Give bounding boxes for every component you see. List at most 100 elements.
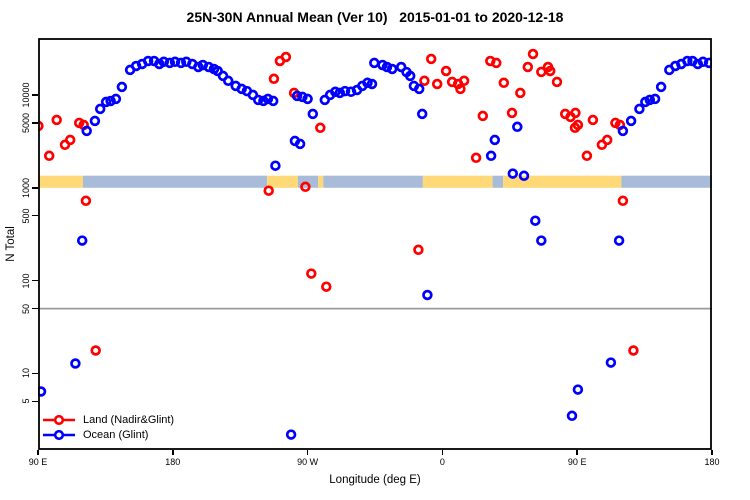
data-point-land [617, 195, 629, 207]
data-point-land [477, 110, 489, 122]
data-point-ocean [110, 93, 122, 105]
legend: Land (Nadir&Glint) Ocean (Glint) [42, 412, 174, 442]
data-point-ocean [142, 55, 154, 67]
x-tick-mark [711, 450, 713, 455]
data-point-ocean [536, 235, 547, 246]
x-axis-title: Longitude (deg E) [329, 474, 421, 486]
y-tick-mark [32, 400, 38, 403]
x-tick-label: 90 W [297, 457, 319, 467]
data-point-ocean [116, 81, 128, 93]
y-tick-mark [32, 122, 38, 124]
data-point-ocean [105, 95, 116, 107]
data-point-ocean [625, 115, 637, 127]
data-point-ocean [649, 93, 661, 105]
y-tick-label: 50 [21, 303, 31, 314]
data-point-ocean [330, 86, 341, 98]
data-point-ocean [566, 410, 578, 422]
x-tick-label: 90 E [567, 457, 587, 467]
y-tick-mark [32, 214, 38, 217]
data-point-land [263, 185, 274, 196]
data-point-ocean [369, 57, 380, 69]
surface-band-land [503, 175, 622, 188]
data-point-land [300, 181, 311, 193]
data-point-land [455, 83, 466, 95]
x-tick-label: 90 E [28, 457, 48, 467]
y-tick-mark [32, 307, 38, 310]
data-point-ocean [386, 63, 398, 75]
data-point-ocean [267, 95, 279, 107]
data-point-ocean [252, 94, 264, 106]
data-point-ocean [692, 58, 704, 70]
legend-row-ocean: Ocean (Glint) [42, 427, 174, 442]
data-point-ocean [489, 134, 501, 146]
data-point-land [506, 107, 518, 119]
data-point-land [570, 107, 581, 119]
y-tick-label: 1000 [21, 177, 31, 198]
data-point-ocean [100, 96, 112, 108]
data-point-ocean [297, 91, 308, 103]
data-point-ocean [644, 94, 656, 106]
surface-band-land [422, 175, 493, 188]
surface-band-ocean [621, 175, 712, 188]
data-point-ocean [416, 108, 428, 120]
legend-marker-ocean-icon [43, 429, 75, 440]
y-tick-label: 5000 [21, 112, 31, 133]
data-point-ocean [655, 81, 667, 93]
data-point-land [581, 150, 593, 162]
y-tick-label: 10 [21, 368, 31, 379]
chart-title: 25N-30N Annual Mean (Ver 10) 2015-01-01 … [186, 9, 564, 25]
data-point-ocean [703, 57, 712, 69]
data-point-ocean [366, 78, 378, 90]
data-point-ocean [518, 170, 530, 182]
data-point-ocean [613, 235, 625, 246]
data-point-ocean [222, 75, 234, 87]
x-tick-label: 180 [165, 457, 181, 467]
y-tick-mark [32, 279, 38, 282]
legend-row-land: Land (Nadir&Glint) [42, 412, 174, 427]
data-point-ocean [158, 56, 170, 68]
surface-band-ocean [323, 175, 423, 188]
data-point-land [413, 244, 424, 256]
data-point-land [80, 195, 92, 207]
data-point-land [440, 65, 452, 77]
data-point-ocean [530, 215, 541, 226]
data-point-ocean [302, 93, 313, 105]
data-point-land [515, 87, 526, 99]
surface-band-ocean [82, 175, 268, 188]
data-point-land [587, 114, 599, 126]
data-point-ocean [339, 85, 351, 97]
data-point-ocean [381, 61, 393, 73]
data-point-land [306, 268, 317, 279]
data-point-land [551, 76, 563, 88]
data-point-ocean [507, 168, 519, 179]
data-point-ocean [236, 83, 247, 95]
data-point-land [522, 61, 534, 73]
data-point-ocean [291, 90, 303, 102]
data-point-ocean [81, 125, 92, 137]
y-tick-label: 100 [21, 273, 31, 289]
data-point-ocean [169, 56, 181, 68]
data-point-land [425, 53, 437, 65]
x-tick-label: 0 [439, 457, 445, 467]
data-point-land [43, 150, 55, 162]
scatter-plot-svg [38, 38, 712, 450]
data-point-land [527, 48, 539, 60]
surface-band-land [318, 175, 324, 188]
data-point-land [572, 119, 584, 131]
y-tick-mark [32, 372, 38, 375]
x-tick-mark [37, 450, 39, 455]
data-point-ocean [203, 61, 214, 73]
plot-border [38, 38, 712, 450]
data-point-ocean [605, 357, 617, 368]
x-tick-mark [576, 450, 578, 455]
y-axis-title: N Total [5, 226, 17, 262]
data-point-land [280, 51, 292, 63]
data-point-ocean [38, 386, 47, 397]
y-tick-mark [32, 94, 38, 96]
surface-band-land [38, 175, 83, 188]
data-point-land [321, 281, 332, 292]
legend-label-land: Land (Nadir&Glint) [83, 413, 175, 426]
data-point-land [601, 134, 613, 146]
data-point-ocean [262, 93, 274, 105]
